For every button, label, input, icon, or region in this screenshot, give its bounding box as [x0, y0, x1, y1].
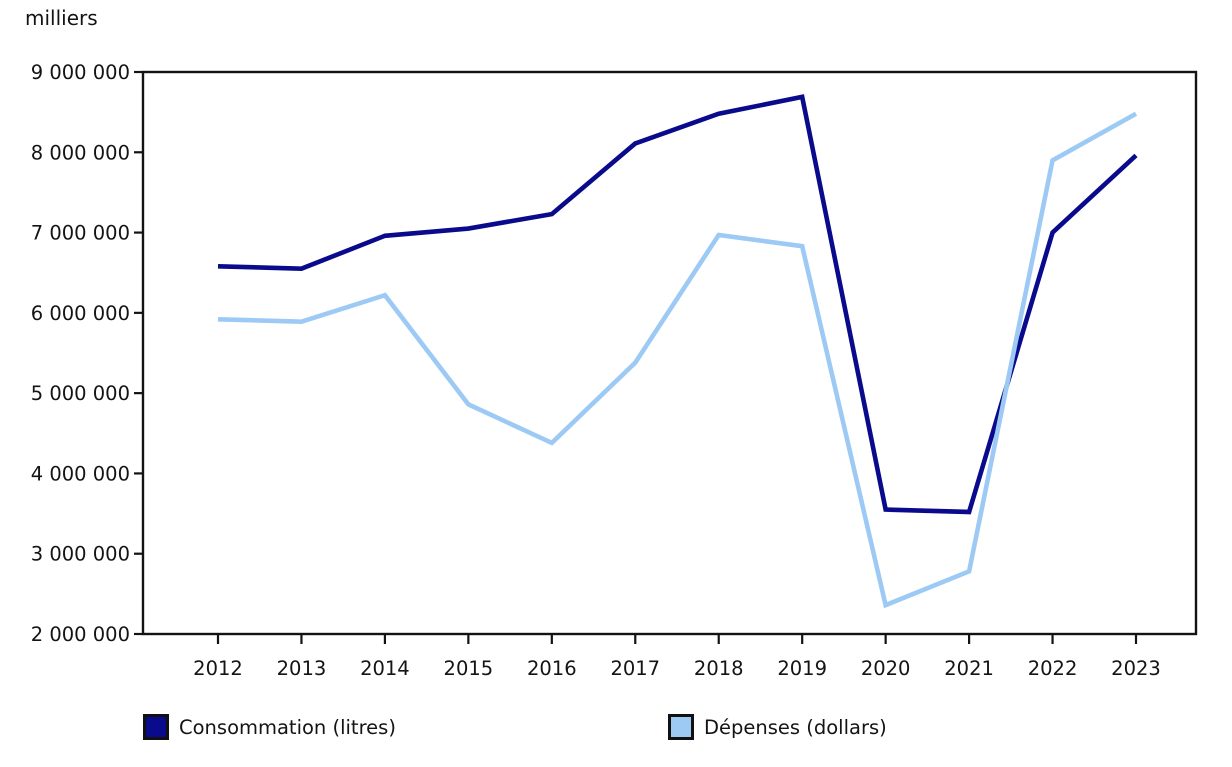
- x-tick-label: 2014: [360, 657, 410, 680]
- x-tick-label: 2022: [1028, 657, 1078, 680]
- x-tick-label: 2016: [527, 657, 577, 680]
- y-tick-label: 8 000 000: [31, 141, 130, 164]
- x-tick-label: 2017: [610, 657, 660, 680]
- x-tick-label: 2012: [193, 657, 243, 680]
- x-tick-label: 2015: [444, 657, 494, 680]
- legend-swatch-depenses: [668, 714, 694, 740]
- x-tick-label: 2021: [944, 657, 994, 680]
- y-tick-label: 5 000 000: [31, 382, 130, 405]
- x-tick-label: 2023: [1111, 657, 1161, 680]
- y-tick-label: 9 000 000: [31, 61, 130, 84]
- y-tick-label: 7 000 000: [31, 222, 130, 245]
- legend-label-depenses: Dépenses (dollars): [704, 715, 887, 739]
- y-tick-label: 3 000 000: [31, 543, 130, 566]
- series-line-consommation: [217, 94, 1138, 515]
- x-tick-label: 2018: [694, 657, 744, 680]
- legend-item-depenses: Dépenses (dollars): [668, 713, 887, 741]
- plot-area: 9 000 000 8 000 000 7 000 000 6 000 000 5 00…: [31, 61, 1198, 680]
- y-axis-title: milliers: [25, 6, 98, 30]
- x-tick-label: 2019: [777, 657, 827, 680]
- legend-label-consommation: Consommation (litres): [179, 715, 396, 739]
- x-tick-label: 2013: [277, 657, 327, 680]
- legend-swatch-consommation: [143, 714, 169, 740]
- y-tick-label: 4 000 000: [31, 462, 130, 485]
- x-tick-label: 2020: [861, 657, 911, 680]
- legend-item-consommation: Consommation (litres): [143, 713, 396, 741]
- y-tick-label: 2 000 000: [31, 623, 130, 646]
- plot-frame: [141, 70, 1198, 636]
- series-line-depenses: [217, 111, 1138, 609]
- y-tick-label: 6 000 000: [31, 302, 130, 325]
